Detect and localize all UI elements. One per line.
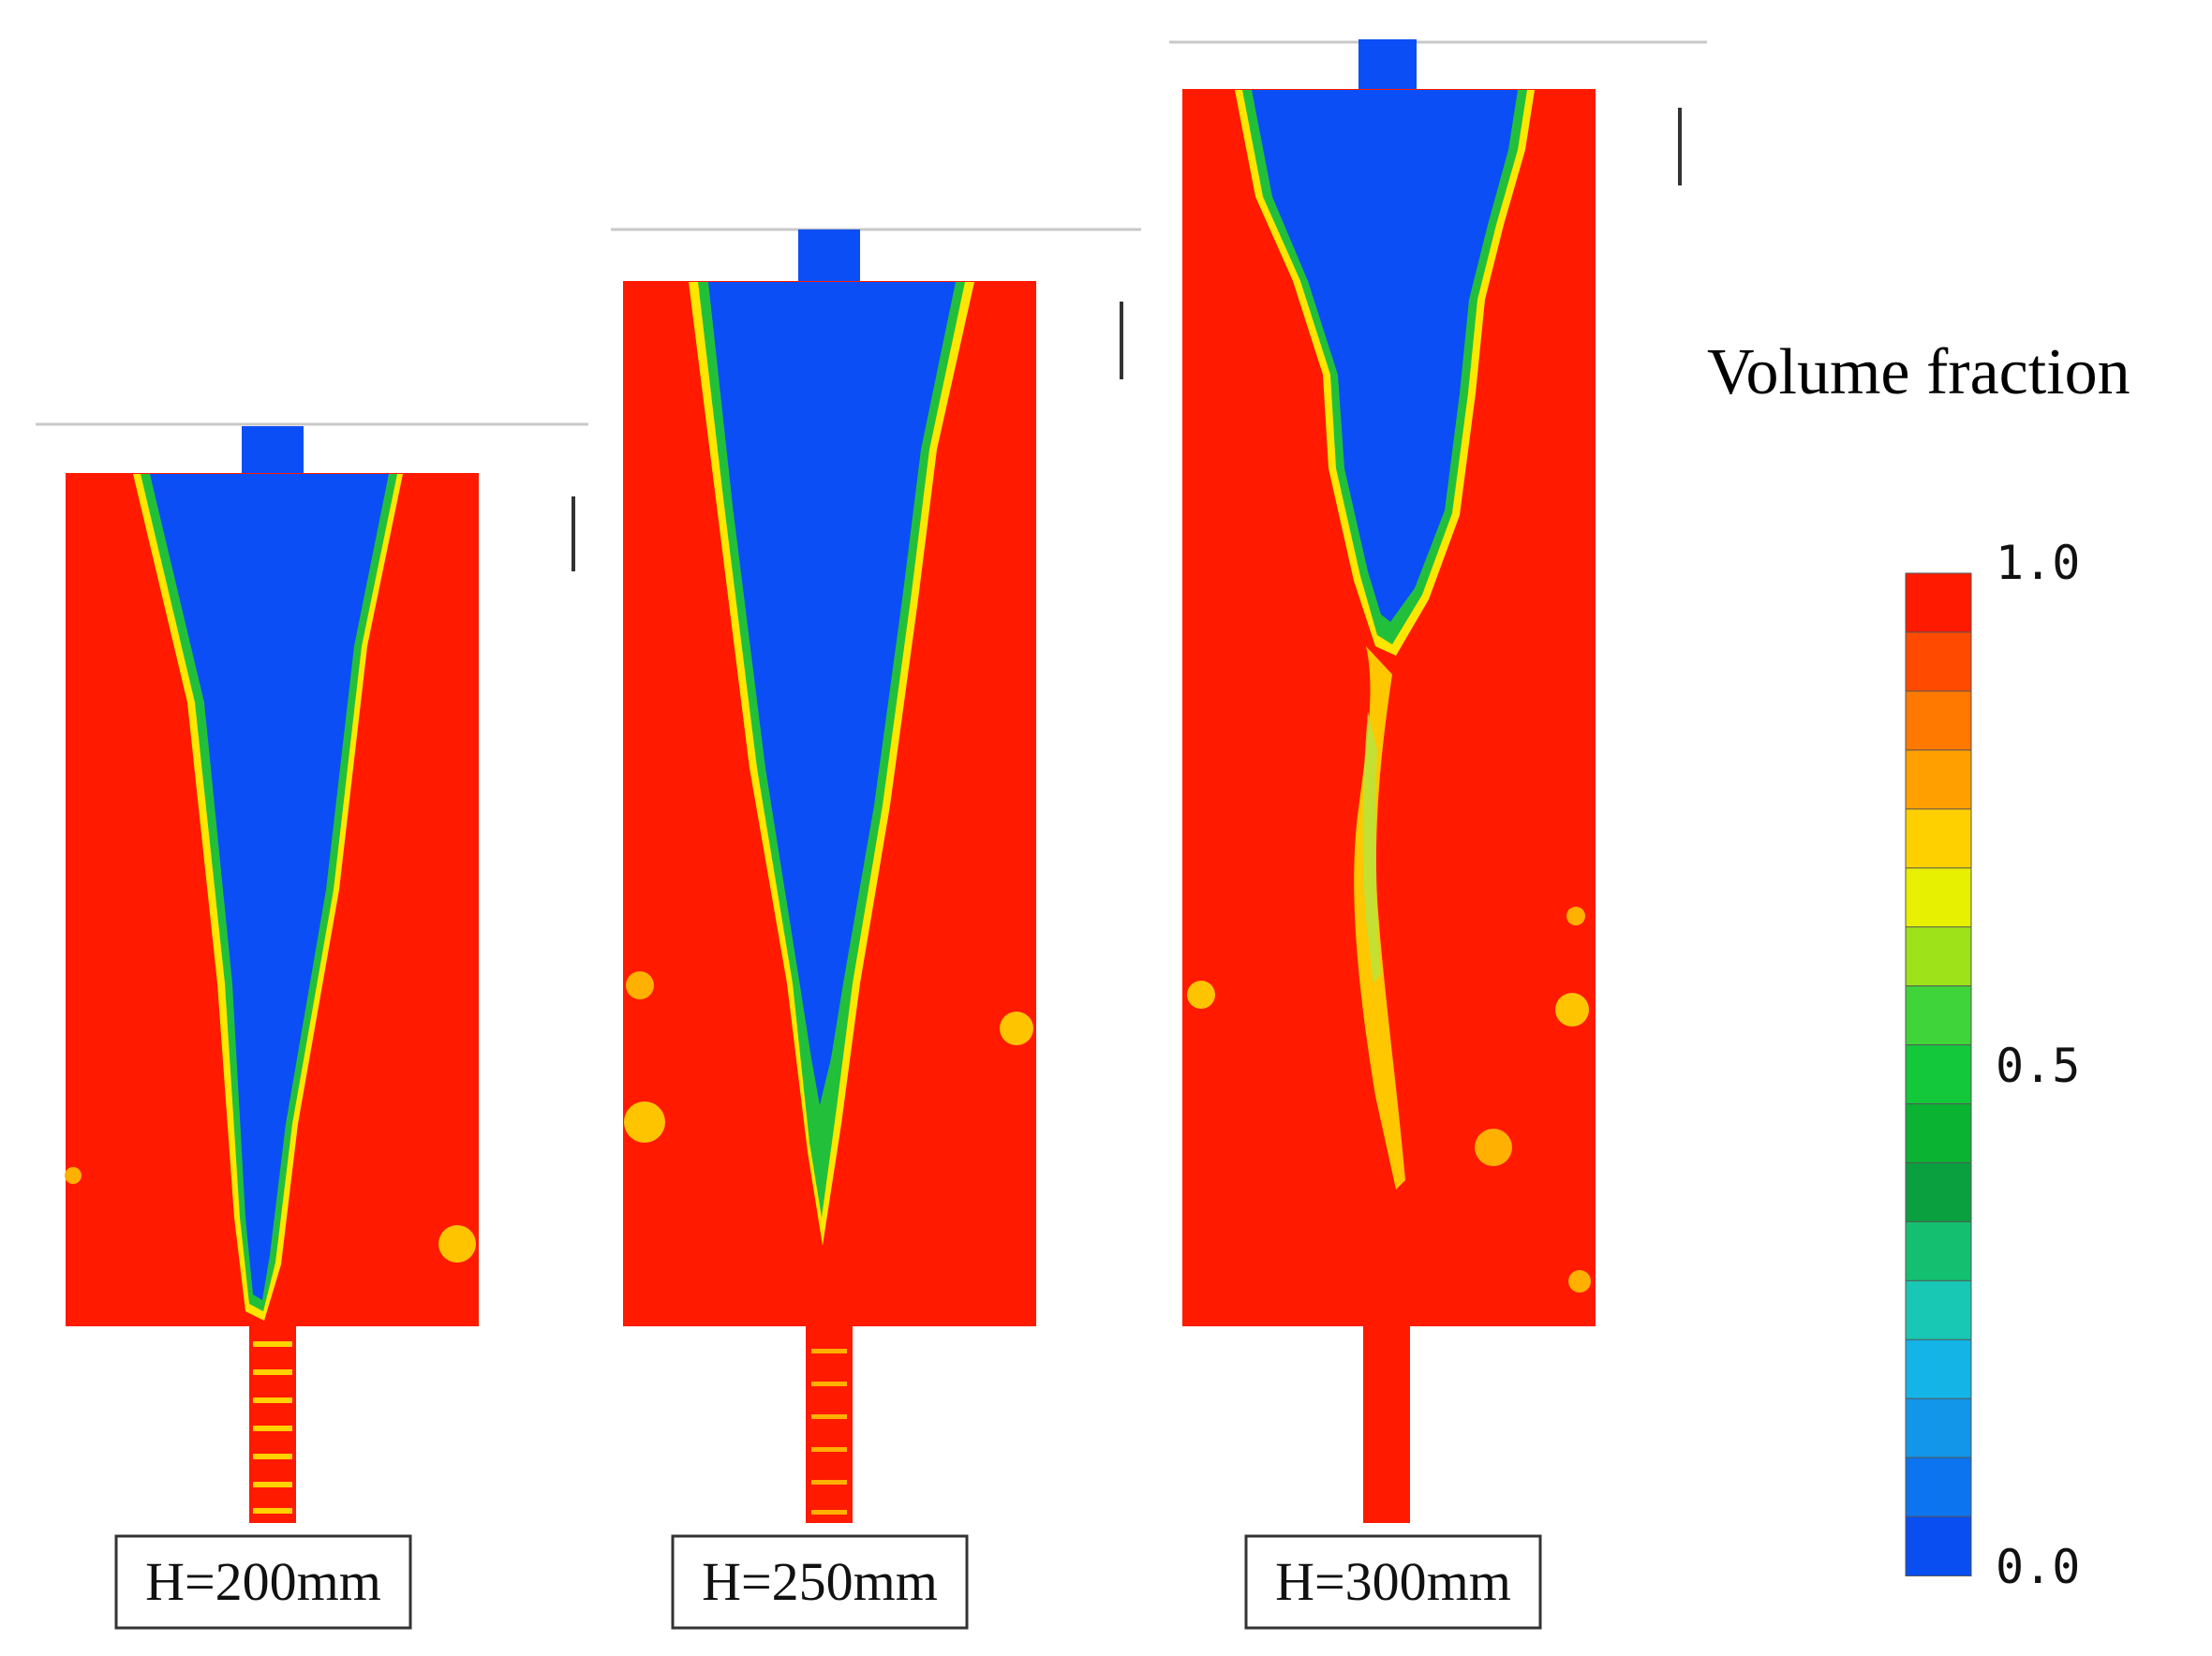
legend-color-step xyxy=(1905,572,1972,633)
panel-label-box xyxy=(671,1534,969,1630)
legend-color-step xyxy=(1905,1338,1972,1400)
legend-tick-max: 1.0 xyxy=(1996,536,2080,590)
panel-label: H=250mm xyxy=(702,1551,938,1612)
color-legend: Volume fraction 1.0 0.5 0.0 xyxy=(1707,336,2130,1594)
legend-colorbar xyxy=(1905,572,1972,1577)
legend-color-step xyxy=(1905,749,1972,810)
legend-color-step xyxy=(1905,690,1972,751)
legend-color-step xyxy=(1905,985,1972,1046)
inlet-nozzle xyxy=(798,229,860,284)
legend-color-step xyxy=(1905,1102,1972,1164)
outlet-nozzle xyxy=(1363,1326,1410,1523)
panel-h200: H=200mm xyxy=(36,422,588,1630)
legend-tick-min: 0.0 xyxy=(1996,1540,2080,1594)
legend-color-step xyxy=(1905,1161,1972,1223)
panel-h300: H=300mm xyxy=(1169,39,1707,1630)
legend-color-step xyxy=(1905,808,1972,869)
inlet-nozzle xyxy=(1358,39,1417,92)
outlet-nozzle xyxy=(249,1326,296,1523)
legend-tick-mid: 0.5 xyxy=(1996,1039,2080,1093)
legend-color-step xyxy=(1905,1279,1972,1341)
panel-label: H=200mm xyxy=(145,1551,381,1612)
legend-color-step xyxy=(1905,1516,1972,1577)
panel-label-box xyxy=(114,1534,412,1630)
panel-label-box xyxy=(1244,1534,1542,1630)
legend-color-step xyxy=(1905,631,1972,692)
panel-h250: H=250mm xyxy=(611,228,1141,1630)
outlet-nozzle xyxy=(806,1326,853,1523)
legend-color-step xyxy=(1905,926,1972,987)
legend-color-step xyxy=(1905,1456,1972,1518)
panel-label: H=300mm xyxy=(1275,1551,1511,1612)
legend-color-step xyxy=(1905,1397,1972,1459)
legend-title: Volume fraction xyxy=(1707,336,2130,408)
legend-color-step xyxy=(1905,1044,1972,1105)
legend-color-step xyxy=(1905,1220,1972,1282)
legend-color-step xyxy=(1905,867,1972,928)
inlet-nozzle xyxy=(242,426,304,475)
